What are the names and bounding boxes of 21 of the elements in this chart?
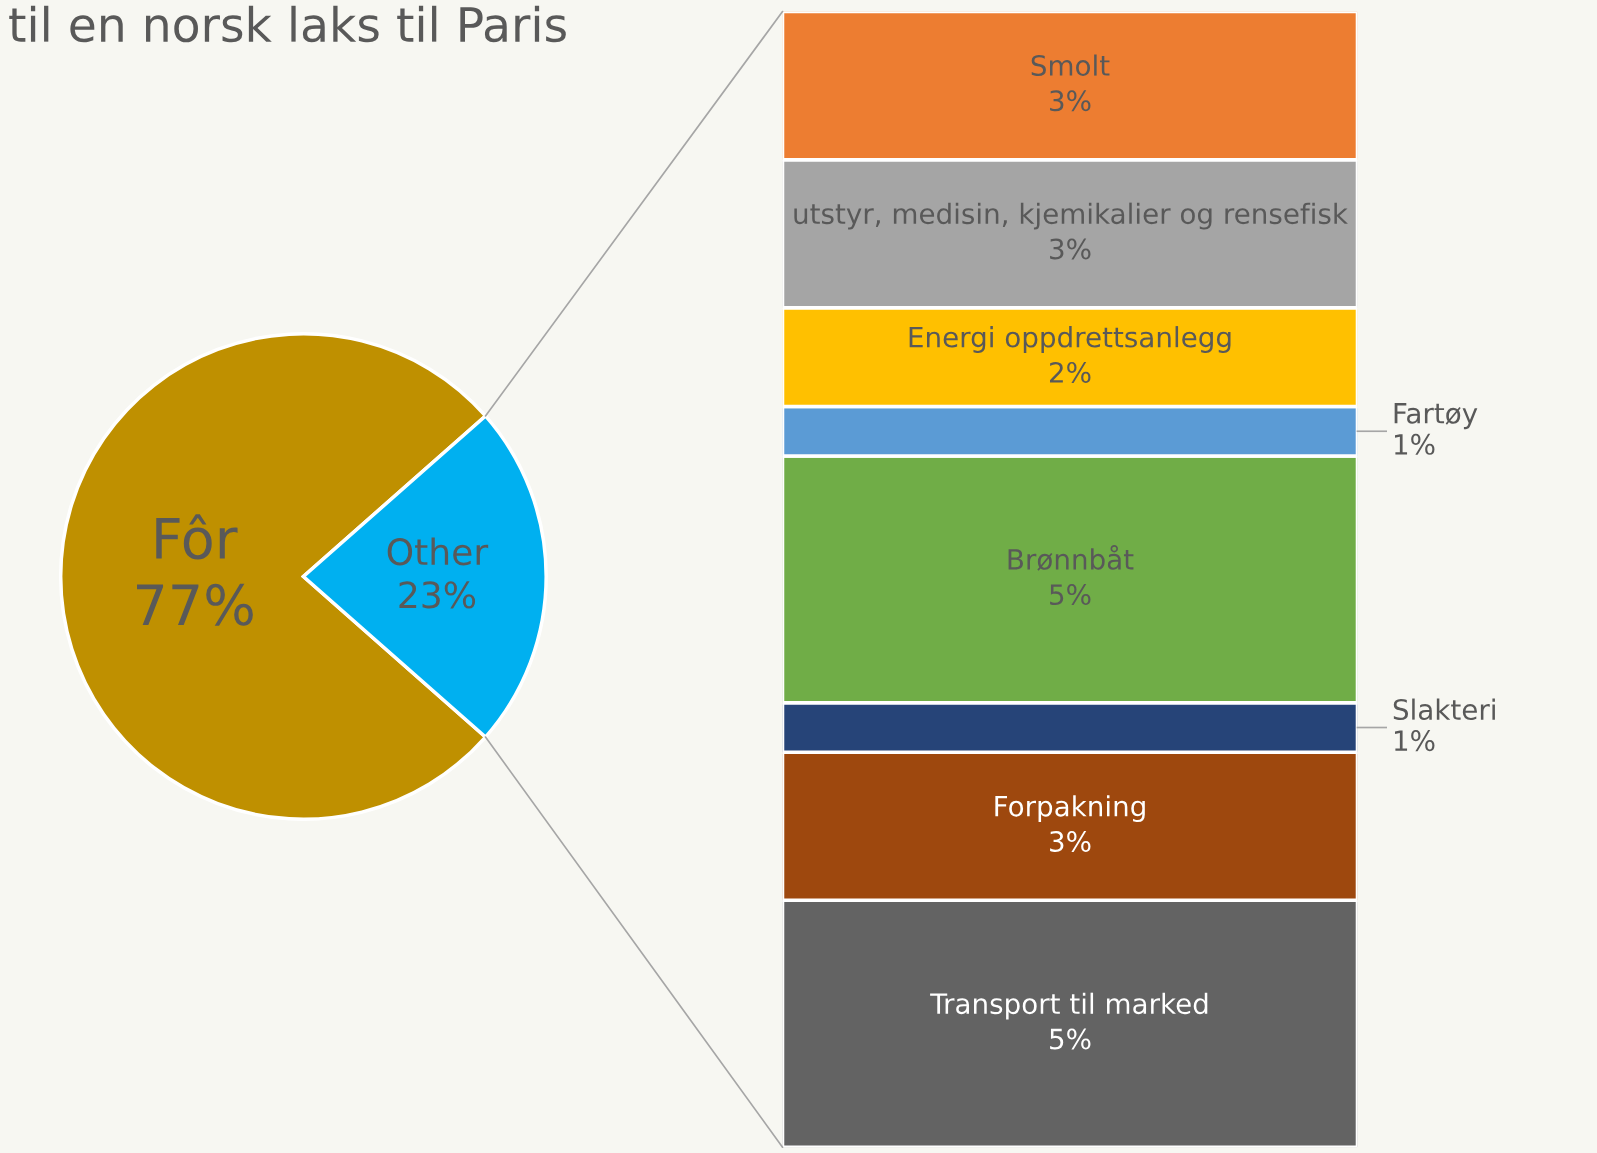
series-label: Brønnbåt [1008, 545, 1134, 571]
chart-title: til en norsk laks til Paris [9, 5, 566, 43]
series-label: Smolt [1031, 54, 1110, 76]
data-label: 3% [1050, 90, 1091, 112]
data-label: 5% [1050, 1028, 1091, 1050]
data-label: 23% [399, 581, 476, 609]
data-label: 1% [1395, 433, 1435, 455]
slice-label: Fôr [156, 514, 238, 560]
series-label: Fartøy [1394, 403, 1478, 430]
data-label: 1% [1395, 730, 1435, 752]
data-label: 5% [1050, 584, 1091, 606]
slice-label: Other [387, 537, 489, 566]
data-label: 3% [1050, 238, 1091, 260]
series-label: Forpakning [995, 795, 1145, 823]
data-label: 2% [1049, 361, 1091, 383]
data-label: 77% [137, 583, 253, 626]
series-label: Transport til marked [930, 992, 1208, 1020]
data-label: 3% [1050, 830, 1091, 852]
series-label: Slakteri [1393, 698, 1495, 721]
series-label: utstyr, medisin, kjemikalier og rensefisk [794, 202, 1348, 230]
series-label: Energi oppdrettsanlegg [909, 326, 1231, 353]
